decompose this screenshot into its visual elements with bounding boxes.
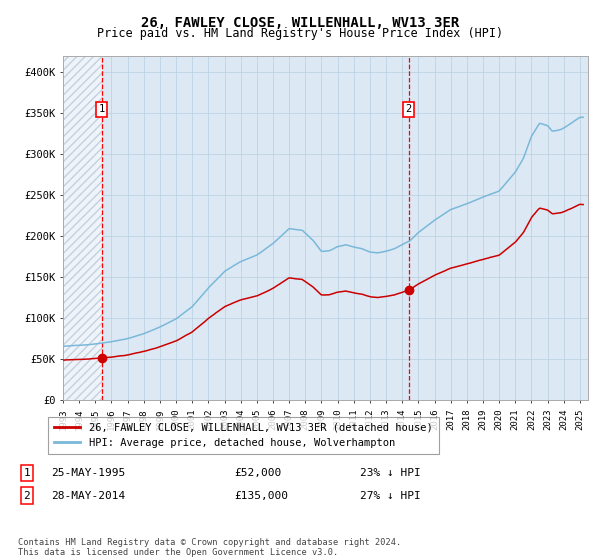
Text: 26, FAWLEY CLOSE, WILLENHALL, WV13 3ER: 26, FAWLEY CLOSE, WILLENHALL, WV13 3ER <box>141 16 459 30</box>
Text: Price paid vs. HM Land Registry's House Price Index (HPI): Price paid vs. HM Land Registry's House … <box>97 27 503 40</box>
Text: 25-MAY-1995: 25-MAY-1995 <box>51 468 125 478</box>
Text: 23% ↓ HPI: 23% ↓ HPI <box>360 468 421 478</box>
Text: 1: 1 <box>98 104 105 114</box>
Text: 1: 1 <box>23 468 31 478</box>
Text: 2: 2 <box>23 491 31 501</box>
Text: 28-MAY-2014: 28-MAY-2014 <box>51 491 125 501</box>
Bar <box>63 56 101 400</box>
Legend: 26, FAWLEY CLOSE, WILLENHALL, WV13 3ER (detached house), HPI: Average price, det: 26, FAWLEY CLOSE, WILLENHALL, WV13 3ER (… <box>48 417 439 454</box>
Text: £135,000: £135,000 <box>234 491 288 501</box>
Bar <box>63 56 101 400</box>
Text: Contains HM Land Registry data © Crown copyright and database right 2024.
This d: Contains HM Land Registry data © Crown c… <box>18 538 401 557</box>
Text: £52,000: £52,000 <box>234 468 281 478</box>
Text: 27% ↓ HPI: 27% ↓ HPI <box>360 491 421 501</box>
Text: 2: 2 <box>406 104 412 114</box>
